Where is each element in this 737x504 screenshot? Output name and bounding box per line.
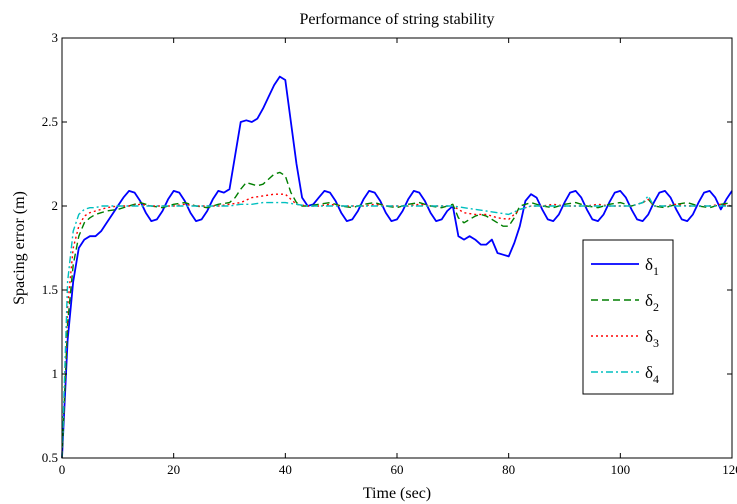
- chart-title: Performance of string stability: [299, 11, 494, 28]
- x-tick-label: 80: [502, 462, 515, 477]
- legend-label-3: δ3: [645, 327, 659, 350]
- series-line-2: [61, 171, 733, 459]
- y-tick-label: 0.5: [42, 450, 58, 465]
- y-tick-label: 1.5: [42, 282, 58, 297]
- legend-label-1: δ1: [645, 255, 659, 278]
- x-tick-label: 120: [722, 462, 737, 477]
- series-line-4: [61, 195, 732, 459]
- legend-label-4: δ4: [645, 363, 659, 386]
- plot-area: [61, 75, 733, 459]
- y-tick-label: 2.5: [42, 114, 58, 129]
- legend-label-2: δ2: [645, 291, 659, 314]
- y-tick-label: 2: [52, 198, 59, 213]
- axes: 0 20 40 60 80 100 120 0.5 1 1.5 2 2.5 3: [42, 30, 737, 477]
- series-line-1: [61, 75, 733, 459]
- y-tick-label: 3: [52, 30, 59, 45]
- y-tick-label: 1: [52, 366, 59, 381]
- x-tick-label: 40: [279, 462, 292, 477]
- x-tick-label: 100: [611, 462, 631, 477]
- legend: δ1 δ2 δ3 δ4: [582, 239, 674, 395]
- x-axis-label: Time (sec): [363, 485, 431, 502]
- x-tick-label: 20: [167, 462, 180, 477]
- x-tick-label: 0: [59, 462, 66, 477]
- legend-box: [582, 239, 674, 395]
- x-tick-label: 60: [391, 462, 404, 477]
- y-axis-label: Spacing error (m): [11, 191, 28, 305]
